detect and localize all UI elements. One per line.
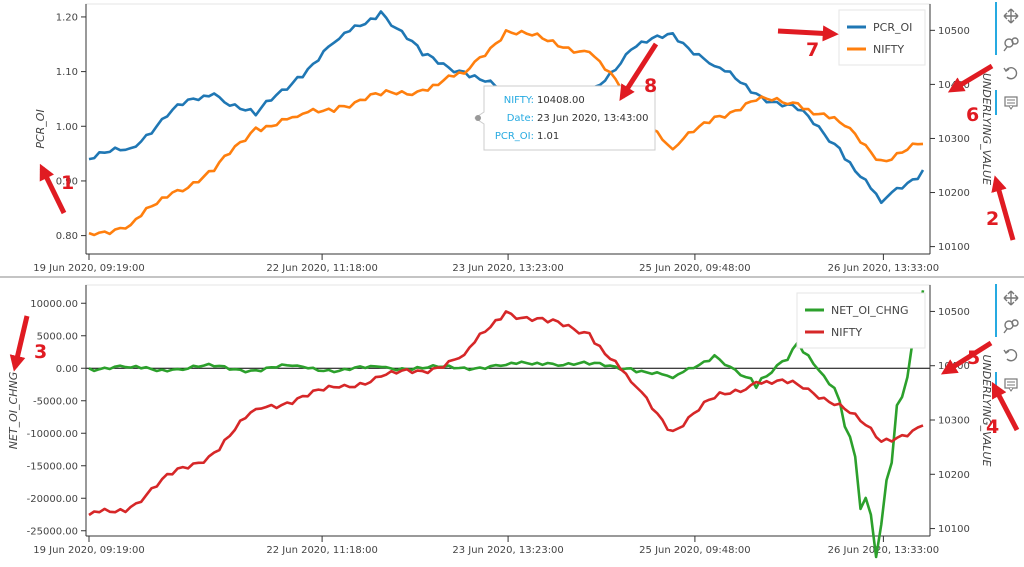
annotation-arrows [9,25,1020,432]
tooltip-key-pcr: PCR_OI: [495,131,534,142]
annotation-arrow-6 [947,63,994,93]
annotation-number-7: 7 [806,39,819,61]
top-right-tick-label: 10100 [938,242,970,253]
reset-icon[interactable] [1003,349,1018,362]
annotation-arrow-4 [991,381,1020,432]
top-x-tick-label: 23 Jun 2020, 13:23:00 [452,263,563,274]
bottom-x-tick-label: 25 Jun 2020, 09:48:00 [639,545,750,556]
tooltip-value-nifty: 10408.00 [537,95,585,106]
annotation-arrow-7 [777,25,839,42]
annotation-arrow-3 [9,315,30,372]
annotation-arrow-8 [619,42,659,102]
top-x-tick-label: 26 Jun 2020, 13:33:00 [828,263,939,274]
annotation-arrow-5 [940,340,993,375]
annotation-number-8: 8 [644,75,657,97]
annotation-number-4: 4 [986,416,999,438]
annotation-arrow-1 [39,163,67,215]
bottom-left-axis-title: NET_OI_CHNG [7,372,20,450]
annotation-number-6: 6 [966,104,979,126]
legend-label-nifty-bottom: NIFTY [831,326,862,339]
bottom-left-tick-label: -5000.00 [33,396,78,407]
bottom-right-tick-label: 10500 [938,307,970,318]
top-left-tick-label: 0.90 [56,176,78,187]
annotation-number-3: 3 [34,341,47,363]
top-left-tick-label: 1.20 [56,12,78,23]
legend-label-pcr: PCR_OI [873,21,912,34]
pan-icon[interactable] [1003,8,1019,24]
bottom-right-tick-label: 10300 [938,416,970,427]
wheel-zoom-icon[interactable] [1003,37,1019,52]
pan-icon[interactable] [1003,290,1019,306]
reset-icon[interactable] [1003,67,1018,80]
hover-tooltip-icon[interactable] [1004,96,1018,110]
tooltip-value-date: 23 Jun 2020, 13:43:00 [537,113,648,124]
bottom-right-axis-title: UNDERLYING_VALUE [980,354,993,466]
tooltip-key-date: Date: [507,113,534,124]
top-x-tick-label: 25 Jun 2020, 09:48:00 [639,263,750,274]
annotation-numbers: 1 2 3 4 5 6 7 8 [34,39,999,438]
bottom-left-tick-label: -15000.00 [27,461,78,472]
series-line-nifty-top [88,28,924,237]
bottom-left-tick-label: 0.00 [56,364,78,375]
top-x-tick-label: 19 Jun 2020, 09:19:00 [33,263,144,274]
top-left-axis-title: PCR_OI [34,109,47,148]
tooltip-value-pcr: 1.01 [537,131,559,142]
top-legend: PCR_OI NIFTY [838,9,926,66]
bottom-left-tick-label: -25000.00 [27,526,78,537]
top-right-axis-title: UNDERLYING_VALUE [980,73,993,185]
wheel-zoom-icon[interactable] [1003,319,1019,334]
bottom-x-tick-label: 19 Jun 2020, 09:19:00 [33,545,144,556]
bottom-left-tick-label: 10000.00 [30,299,78,310]
top-right-tick-label: 10500 [938,26,970,37]
bottom-left-tick-label: -20000.00 [27,494,78,505]
annotation-number-5: 5 [967,347,980,369]
bottom-right-tick-label: 10200 [938,470,970,481]
series-line-net-oi-chng-bottom [88,290,925,559]
bottom-x-tick-label: 23 Jun 2020, 13:23:00 [452,545,563,556]
annotation-number-1: 1 [61,172,74,194]
top-right-tick-label: 10200 [938,188,970,199]
bottom-toolbar [995,284,1019,397]
bottom-x-tick-label: 22 Jun 2020, 11:18:00 [266,545,377,556]
top-left-tick-label: 1.00 [56,122,78,133]
bottom-x-tick-label: 26 Jun 2020, 13:33:00 [828,545,939,556]
bottom-left-tick-label: 5000.00 [37,331,78,342]
annotation-number-2: 2 [986,208,999,230]
bottom-plot-axes: -25000.00 -20000.00 -15000.00 -10000.00 -500… [7,285,993,556]
top-left-tick-label: 1.10 [56,67,78,78]
series-line-nifty-bottom [88,310,924,517]
top-x-tick-label: 22 Jun 2020, 11:18:00 [266,263,377,274]
tooltip-key-nifty: NIFTY: [504,95,534,106]
bottom-left-tick-label: -10000.00 [27,429,78,440]
hover-tooltip: NIFTY: 10408.00 Date: 23 Jun 2020, 13:43… [474,85,656,151]
top-plot-axes: 0.800.901.001.101.2010100102001030010400… [33,4,993,274]
annotation-arrow-2 [991,175,1016,241]
top-left-tick-label: 0.80 [56,231,78,242]
bottom-plot-lines [88,290,925,559]
hover-tooltip-icon[interactable] [1004,378,1018,392]
top-toolbar [995,2,1019,115]
top-right-tick-label: 10300 [938,134,970,145]
legend-label-nifty: NIFTY [873,43,904,56]
legend-label-netoi: NET_OI_CHNG [831,304,909,317]
bottom-legend: NET_OI_CHNG NIFTY [796,292,926,349]
bottom-right-tick-label: 10100 [938,524,970,535]
